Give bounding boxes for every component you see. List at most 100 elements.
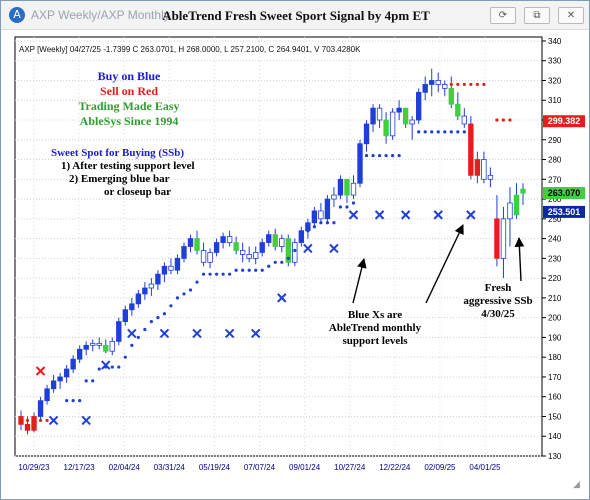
support-dot xyxy=(371,153,375,158)
price-labels: 299.382 263.070 253.501 xyxy=(543,115,585,218)
price-bar xyxy=(142,287,148,295)
x-tick-label: 02/09/25 xyxy=(424,463,456,472)
support-dot xyxy=(241,268,245,272)
price-bar xyxy=(311,210,318,224)
price-bar xyxy=(148,283,155,289)
y-tick-label: 290 xyxy=(548,136,562,145)
price-bar xyxy=(279,238,285,247)
monthly-support-x xyxy=(192,328,202,339)
price-bar xyxy=(455,103,461,117)
price-bar xyxy=(200,250,207,263)
fresh-note: Fresh aggressive SSb 4/30/25 xyxy=(463,282,532,320)
support-dot xyxy=(19,418,23,423)
close-button[interactable]: ✕ xyxy=(558,7,584,24)
sweet-spot-line-3: or closeup bar xyxy=(104,186,171,198)
refresh-button[interactable]: ⟳ xyxy=(490,7,516,24)
price-bar xyxy=(259,242,265,253)
support-dot xyxy=(84,379,88,383)
support-dot xyxy=(71,399,75,403)
support-dot xyxy=(267,264,271,268)
support-dot xyxy=(293,248,297,253)
price-bars xyxy=(18,68,526,435)
support-dot xyxy=(117,365,121,369)
support-dot xyxy=(260,268,264,272)
y-tick-label: 280 xyxy=(548,156,562,165)
x-tick-label: 03/31/24 xyxy=(154,463,186,472)
support-dot xyxy=(208,272,212,276)
sweet-spot-line-1: 1) After testing support level xyxy=(61,160,195,172)
y-tick-label: 340 xyxy=(548,37,562,46)
x-stroke xyxy=(400,210,411,220)
support-dot xyxy=(475,82,479,87)
x-tick-label: 09/01/24 xyxy=(289,463,321,472)
support-dot xyxy=(312,225,316,229)
blue-x-note: Blue Xs are AbleTrend monthly support le… xyxy=(329,309,422,347)
price-bar xyxy=(344,178,350,196)
price-bar xyxy=(370,107,376,125)
price-bar xyxy=(324,198,331,220)
price-bar xyxy=(76,348,83,360)
y-tick-label: 180 xyxy=(548,353,562,362)
support-dot xyxy=(299,236,303,241)
price-label-text: 299.382 xyxy=(548,116,581,126)
x-stroke xyxy=(159,328,170,339)
price-bar xyxy=(461,115,468,125)
price-bar xyxy=(103,344,109,352)
x-stroke xyxy=(48,415,59,426)
price-label-text: 253.501 xyxy=(548,207,581,217)
y-tick-label: 130 xyxy=(548,452,562,461)
legend-since: AbleSys Since 1994 xyxy=(80,114,179,128)
app-icon: A xyxy=(9,7,25,23)
price-bar xyxy=(357,143,363,184)
restore-button[interactable]: ⧉ xyxy=(524,7,550,24)
y-tick-label: 150 xyxy=(548,412,562,421)
arrow-to-ssb xyxy=(514,237,525,282)
price-bar xyxy=(194,238,200,251)
x-stroke xyxy=(329,243,339,254)
support-dot xyxy=(188,288,193,292)
price-bar xyxy=(50,380,57,390)
monthly-support-x xyxy=(159,328,170,339)
price-bar xyxy=(331,194,337,200)
support-dot xyxy=(332,221,336,225)
x-tick-label: 05/19/24 xyxy=(199,463,231,472)
price-bar xyxy=(253,252,259,259)
support-dot xyxy=(417,130,421,134)
price-bar xyxy=(481,159,487,180)
support-dot xyxy=(78,399,82,403)
support-dot xyxy=(456,130,460,134)
monthly-support-x xyxy=(466,210,476,220)
resize-grip-icon[interactable]: ◢ xyxy=(573,479,580,489)
support-dot xyxy=(136,335,140,340)
monthly-support-x xyxy=(48,415,59,426)
support-dot xyxy=(436,130,440,134)
price-bar xyxy=(57,376,63,382)
price-bar xyxy=(135,293,142,305)
support-dot xyxy=(110,365,114,369)
price-label: 263.070 xyxy=(543,186,585,199)
weekly-support-dots xyxy=(19,82,512,423)
support-dot xyxy=(286,256,290,260)
x-stroke xyxy=(348,210,359,220)
price-bar xyxy=(507,202,513,220)
price-bar xyxy=(285,238,291,263)
support-dot xyxy=(449,130,453,134)
support-dot xyxy=(201,272,206,276)
monthly-support-x xyxy=(277,293,287,303)
x-stroke xyxy=(127,328,137,339)
price-bar xyxy=(37,400,44,417)
price-bar xyxy=(70,358,76,370)
price-bar xyxy=(487,174,494,180)
legend-sell: Sell on Red xyxy=(100,84,158,98)
support-dot xyxy=(449,82,453,87)
x-stroke xyxy=(224,328,235,339)
price-bar xyxy=(500,218,507,259)
support-dot xyxy=(495,118,499,122)
arrow-to-x-1 xyxy=(352,258,367,304)
support-dot xyxy=(384,153,388,158)
price-bar xyxy=(44,388,50,402)
price-label-box xyxy=(543,205,585,218)
y-tick-label: 270 xyxy=(548,175,562,184)
